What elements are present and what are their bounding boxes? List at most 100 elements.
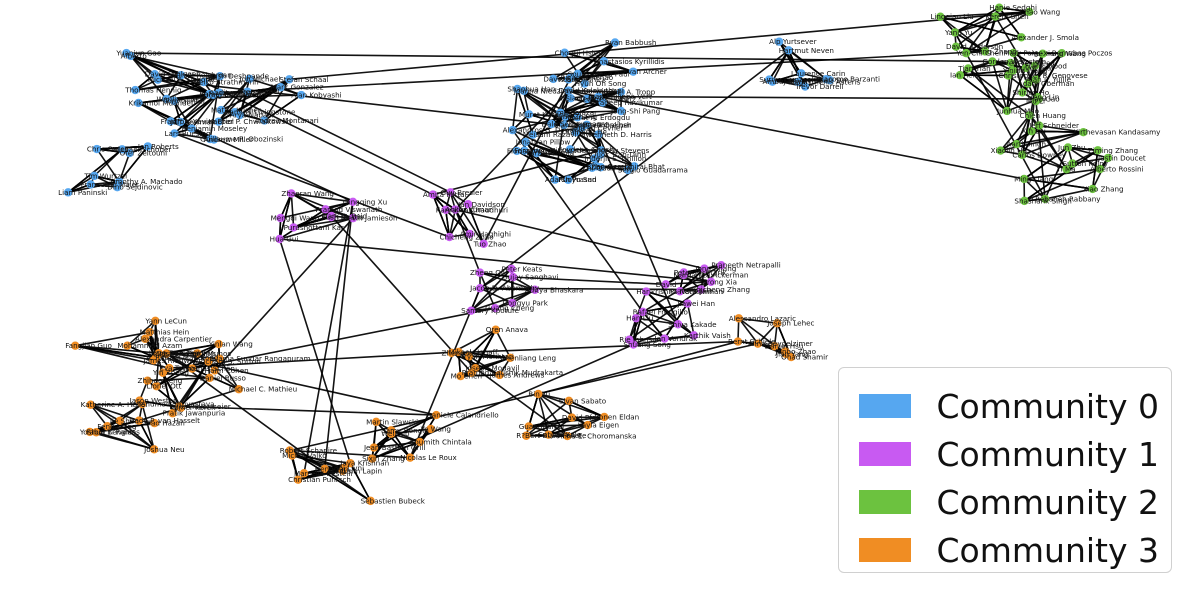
graph-node-community-0 [564,86,573,95]
graph-node-community-1 [445,232,454,242]
graph-node-community-3 [753,339,763,348]
graph-node-label: Jiawei Han [677,299,715,308]
graph-node-label: Anshumali Shrivastava [132,400,214,409]
graph-node-label: Daniel Russo [200,373,246,382]
graph-node-label: Chao Wang [1019,7,1060,16]
graph-edge [991,60,1008,112]
graph-node-label: Jun Zhu [1057,143,1086,152]
graph-node-label: Pratik Jawanpuria [163,409,226,418]
graph-edge [628,311,644,341]
graph-node-label: Christopher R. Genovese [998,71,1088,80]
graph-edge [550,95,600,125]
graph-node-label: Ross Girshick [559,75,608,84]
graph-node-label: Ning Zhang [555,112,597,121]
graph-node-label: Andrew Stevens [591,146,649,155]
graph-edge [89,183,119,188]
graph-node-label: Lars Buesing [164,129,210,138]
graph-edge [757,322,778,345]
graph-node-community-3 [137,399,147,409]
graph-node-community-0 [599,57,609,66]
graph-node-label: Han Liu [626,314,653,323]
graph-node-label: Mo Chen [451,372,482,381]
graph-node-label: Evan Archer [623,67,667,76]
graph-node-labels: Oren Rippel David Schlegel Rafael Bombarel… [58,3,1161,505]
graph-edge [1067,146,1099,152]
graph-node-community-0 [571,128,580,137]
graph-node-community-3 [567,413,577,422]
graph-node-label: Margareta Ackerman [673,270,748,279]
graph-node-label: Rafael Bombarell [199,90,260,99]
graph-edge [563,41,616,54]
graph-edge [1036,52,1063,98]
graph-node-label: Zheng Qiu [470,268,508,277]
graph-node-community-0 [215,72,225,81]
graph-node-community-3 [86,400,95,409]
graph-edge [1023,178,1046,200]
graph-node-label: Aditya Bhaskara [525,285,584,294]
graph-edge [567,70,634,81]
graph-edge [93,175,121,183]
graph-node-community-2 [1004,71,1013,80]
graph-node-label: Fangjian Guo [65,341,112,350]
graph-edge [74,344,155,362]
graph-node-label: Bin Yu [528,389,550,398]
graph-node-label: Yu-Xiang Wang [1032,49,1086,58]
graph-node-community-3 [387,429,396,438]
graph-node-community-0 [528,130,538,139]
graph-node-label: Marcello Restelli [294,469,353,478]
legend-item-community-2: Community 2 [851,478,1159,526]
graph-node-label: Russell Greiner [577,120,631,129]
graph-node-label: Ricardo Henao [561,73,614,82]
graph-edge [999,114,1031,152]
graph-edge [939,15,986,53]
graph-edge [567,157,596,181]
graph-node-label: Guanguan Li [519,422,564,431]
graph-edge [635,317,666,340]
graph-edge [641,302,689,313]
graph-node-community-0 [623,165,632,175]
graph-edge [375,421,411,459]
graph-node-label: Junhua Mao [996,106,1039,115]
graph-node-community-3 [495,370,504,380]
graph-node-label: Michael A. Osborne [148,75,218,84]
graph-node-community-0 [117,145,127,154]
graph-node-community-1 [479,239,488,248]
graph-node-community-2 [1063,143,1073,152]
graph-node-community-0 [508,125,517,135]
graph-node-label: Trevor Darrell [794,82,843,91]
graph-node-label: David Pfau [562,413,601,422]
graph-node-community-0 [582,94,592,104]
graph-node-community-2 [996,146,1005,155]
graph-edge [290,192,354,219]
graph-node-label: Yen-Chi Chen [955,49,1003,58]
graph-node-community-3 [123,341,132,350]
graph-node-community-0 [768,77,777,86]
graph-node-community-0 [560,48,569,57]
graph-node-label: Jason Weston [129,396,178,405]
graph-node-label: Tim Wurtzel [83,171,127,180]
graph-node-label: Mohammed Azam [117,341,182,350]
graph-node-label: Amita Mittal [423,190,467,199]
graph-edge [737,317,778,325]
graph-node-label: Samuel Livingstone [225,108,296,117]
graph-node-community-0 [166,117,175,126]
graph-edge [1044,188,1094,200]
graph-node-community-3 [149,356,158,365]
graph-edge [585,123,602,152]
graph-node-community-0 [243,87,252,96]
graph-node-label: Xin Liu [1022,127,1046,136]
graph-node-label: Shaohua Han [507,84,555,93]
graph-node-label: Dino Sejdinovic [107,183,163,192]
graph-node-community-2 [1025,7,1034,17]
graph-node-community-3 [151,316,160,326]
graph-edge [511,288,536,304]
graph-node-label: Oren Rippel [237,87,279,96]
graph-node-community-3 [293,475,303,484]
graph-edge [597,95,1025,180]
graph-edge [954,31,1046,200]
graph-node-label: Roi Livni [334,464,364,473]
graph-edge [349,462,372,502]
graph-edge [454,208,481,274]
graph-edge [479,287,702,291]
graph-node-label: Fabio T. Ramos [86,428,140,437]
